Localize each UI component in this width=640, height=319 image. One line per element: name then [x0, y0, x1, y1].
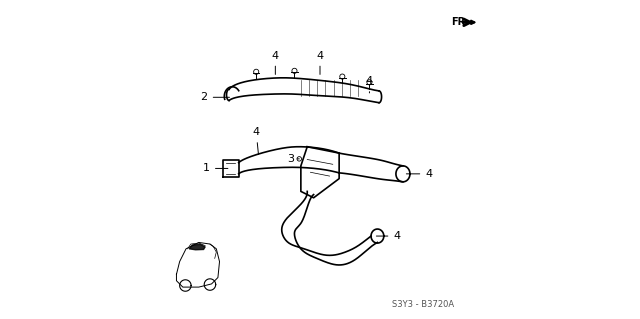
Text: 2: 2 [200, 92, 230, 102]
Polygon shape [189, 244, 205, 250]
Text: FR.: FR. [451, 17, 468, 27]
Text: 3: 3 [287, 154, 300, 164]
Text: 4: 4 [406, 169, 433, 179]
Text: 4: 4 [316, 51, 324, 74]
Text: 4: 4 [376, 231, 401, 241]
Text: 1: 1 [203, 163, 228, 174]
Text: 4: 4 [253, 127, 260, 154]
Text: S3Y3 - B3720A: S3Y3 - B3720A [392, 300, 454, 309]
Text: 4: 4 [272, 51, 279, 74]
Text: 4: 4 [366, 76, 373, 93]
